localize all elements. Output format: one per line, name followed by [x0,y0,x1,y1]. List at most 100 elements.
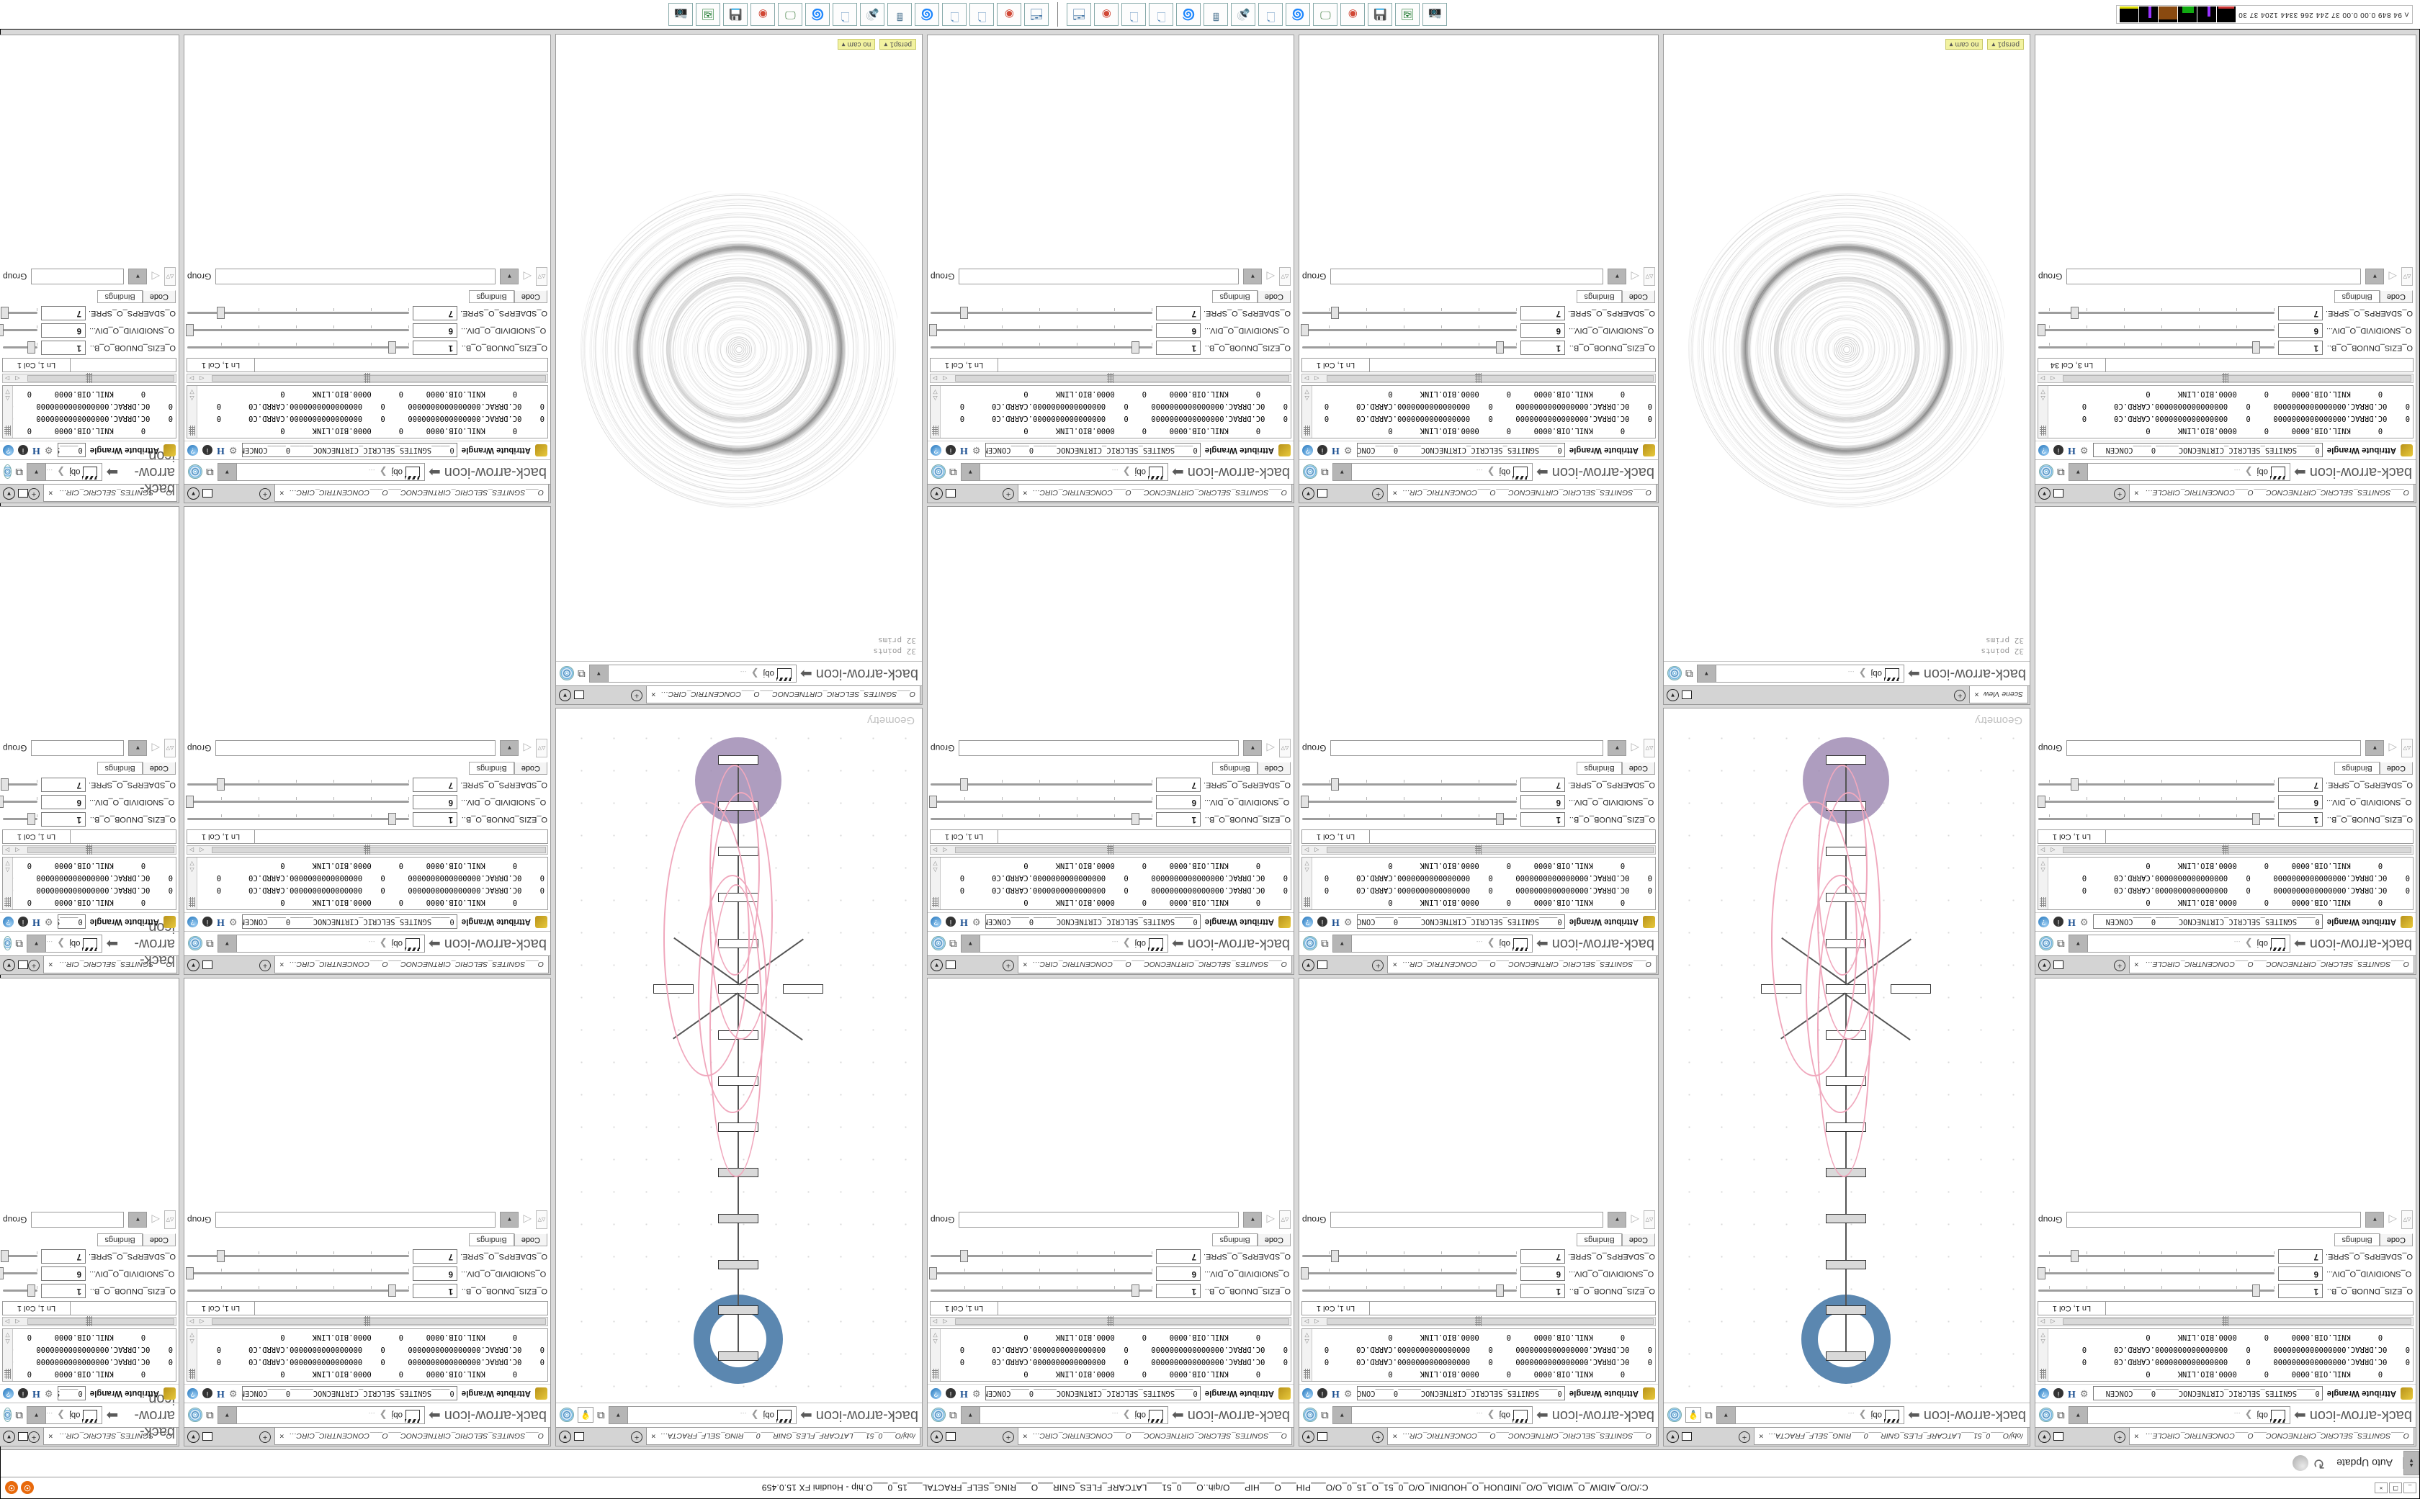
pane-tab[interactable]: O___SGNITES_SELCRIC_CIRTNECNOC___O___CON… [1387,1428,1657,1445]
scroll-down-icon[interactable]: ▽ [2040,389,2045,395]
forward-arrow-icon[interactable]: ➡ [799,1407,812,1423]
scroll-thumb[interactable] [1327,1318,1654,1325]
pane-tab[interactable]: O___SGNITES_SELCRIC_CIRTNECNOC___O___CON… [274,956,549,973]
scroll-up-icon[interactable]: △ [1304,867,1309,873]
parameter-slider[interactable] [929,795,1152,809]
scroll-left-icon[interactable]: ◁ [1314,847,1319,853]
spiral-icon[interactable] [2039,936,2053,951]
pin-icon[interactable]: ⧉ [1321,1409,1329,1421]
houdini-icon[interactable]: 🌀 [1176,3,1201,27]
code-vertical-scrollbar[interactable]: △ ▽ [187,858,197,909]
info-icon[interactable]: i [18,917,28,927]
scroll-left-icon[interactable]: ◁ [200,375,205,382]
maximize-icon[interactable] [18,960,28,970]
pick-arrow-icon[interactable]: ◁ [523,742,532,754]
slider-knob[interactable] [2070,778,2079,791]
pane-menu-icon[interactable]: ▼ [187,959,200,971]
scroll-up-icon[interactable]: △ [933,1338,938,1345]
pane-menu-icon[interactable]: ▼ [187,487,200,500]
scroll-up-icon[interactable]: △ [933,867,938,873]
toolbar-spinner[interactable]: ▲ ▼ [2403,1451,2419,1476]
maximize-icon[interactable] [202,489,212,498]
code-text[interactable]: 0 KNIL.OIB.0000 0 0000.BIO.LINK 0 0 0C.D… [1324,1333,1652,1378]
network-node[interactable] [718,755,758,765]
scroll-arrows[interactable]: ◁ ▷ [189,375,204,382]
spiral-icon[interactable] [188,1408,202,1423]
path-field[interactable]: obj ❯... ▼ [608,1406,797,1424]
scroll-right-icon[interactable]: ▷ [1304,1318,1309,1325]
add-tab-button[interactable]: + [1739,1431,1750,1443]
code-editor[interactable]: 0 KNIL.OIB.0000 0 0000.BIO.LINK 0 0 0C.D… [930,385,1291,438]
gear-icon[interactable]: ⚙ [2079,1388,2089,1400]
close-icon[interactable]: × [651,690,656,699]
chevron-down-icon[interactable]: ▼ [2069,935,2088,952]
pane-tab[interactable]: O___SGNITES_SELCRIC_CIRTNECNOC___O___CON… [274,1428,549,1445]
back-arrow-icon[interactable]: back-arrow-icon [2309,936,2412,952]
code-editor[interactable]: 0 KNIL.OIB.0000 0 0000.BIO.LINK 0 0 0C.D… [2038,385,2414,438]
parameter-slider[interactable] [1300,1266,1517,1281]
slider-knob[interactable] [929,1267,938,1279]
parameter-slider[interactable] [0,323,37,338]
scroll-grip-icon[interactable] [2222,845,2229,855]
group-field[interactable] [1330,269,1604,284]
close-icon[interactable]: × [651,1431,656,1441]
add-tab-button[interactable]: + [1372,488,1384,500]
scroll-grip-icon[interactable] [2222,373,2229,384]
path-field[interactable]: obj ❯... ▼ [27,463,103,481]
close-icon[interactable]: × [1392,960,1397,969]
parameter-value-field[interactable]: 1 [413,341,457,355]
scroll-thumb[interactable] [955,375,1289,382]
pick-arrow-icon[interactable]: ◁ [2388,742,2397,754]
scroll-thumb[interactable] [2063,847,2411,853]
gear-icon[interactable]: ⚙ [44,1388,53,1400]
path-field[interactable]: obj ❯... ▼ [2068,1406,2290,1424]
parameter-slider[interactable] [931,812,1152,827]
close-icon[interactable]: × [1023,488,1028,498]
code-horizontal-scrollbar[interactable]: ◁ ▷ [187,1316,548,1327]
add-tab-button[interactable]: + [259,1431,271,1443]
parameter-slider[interactable] [186,323,409,338]
path-field[interactable]: obj ❯... ▼ [27,935,103,953]
info-icon[interactable]: i [202,917,212,927]
parameter-slider[interactable] [929,1266,1152,1281]
scroll-arrows[interactable]: ◁ ▷ [1304,847,1319,853]
back-arrow-icon[interactable]: back-arrow-icon [1187,1408,1290,1423]
editor-tab-code[interactable]: Code [2379,1233,2413,1246]
help-icon[interactable]: ? [3,917,14,927]
slider-knob[interactable] [2252,813,2261,825]
slider-knob[interactable] [217,1250,225,1262]
scroll-up-icon[interactable]: △ [933,395,938,402]
path-field[interactable]: obj ❯... ▼ [1332,935,1533,953]
parameter-value-field[interactable]: 6 [1520,795,1565,809]
parameter-slider[interactable] [1302,778,1517,792]
chevron-down-icon[interactable]: ▼ [128,740,148,756]
slider-knob[interactable] [186,796,194,808]
scroll-grip-icon[interactable] [1304,897,1310,907]
houdini-h-icon[interactable]: H [1332,1388,1340,1400]
editor-tab-bindings[interactable]: Bindings [1212,1233,1258,1246]
code-horizontal-scrollbar[interactable]: ◁ ▷ [2,845,176,855]
group-field[interactable] [1330,1212,1604,1228]
scroll-right-icon[interactable]: ▷ [933,1318,938,1325]
editor-tab-bindings[interactable]: Bindings [469,290,514,303]
path-field[interactable]: obj ❯... ▼ [1716,1406,1904,1424]
back-arrow-icon[interactable]: back-arrow-icon [1187,936,1290,952]
pin-icon[interactable]: ⧉ [15,1409,24,1421]
scroll-left-icon[interactable]: ◁ [1314,1318,1319,1325]
help-icon[interactable]: ? [2038,917,2049,927]
slider-knob[interactable] [1300,324,1309,336]
scroll-left-icon[interactable]: ◁ [943,847,948,853]
code-vertical-scrollbar[interactable]: △ ▽ [3,386,13,438]
node-name-field[interactable]: 0____SGNITES_SELCRIC_CIRTNECNOC_____0___… [57,1386,86,1401]
code-editor[interactable]: 0 KNIL.OIB.0000 0 0000.BIO.LINK 0 0 0C.D… [187,1328,548,1382]
parameter-slider[interactable] [187,306,409,320]
back-arrow-icon[interactable]: back-arrow-icon [444,1408,547,1423]
pin-icon[interactable]: ⧉ [1705,1409,1713,1421]
parameter-value-field[interactable]: 6 [41,795,86,809]
gear-icon[interactable]: ⚙ [44,445,53,456]
forward-arrow-icon[interactable]: ➡ [106,464,119,480]
group-scroll-spinner[interactable]: △▽ [1279,1210,1291,1229]
scroll-arrows[interactable]: ◁ ▷ [189,1318,204,1325]
scroll-arrows[interactable]: ◁ ▷ [2040,847,2055,853]
add-tab-button[interactable]: + [259,960,271,971]
